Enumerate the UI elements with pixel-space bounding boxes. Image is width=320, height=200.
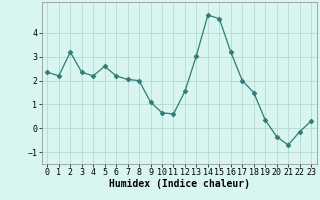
X-axis label: Humidex (Indice chaleur): Humidex (Indice chaleur) bbox=[109, 179, 250, 189]
